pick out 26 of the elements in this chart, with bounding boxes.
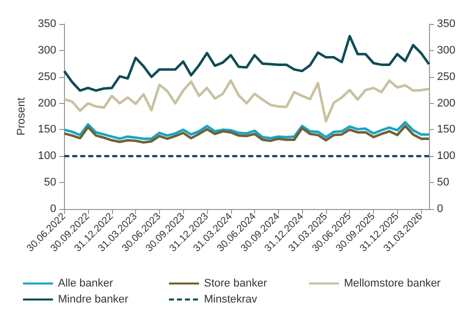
line-series <box>63 121 430 140</box>
y2-tick-label: 0 <box>437 203 444 215</box>
y2-tick-label: 150 <box>437 124 456 136</box>
legend-label: Mindre banker <box>58 294 129 306</box>
y2-tick-label: 200 <box>437 97 456 110</box>
legend-label: Store banker <box>204 278 268 290</box>
y-tick-label: 150 <box>38 124 56 136</box>
y-tick-label: 200 <box>38 97 56 110</box>
legend-label: Mellomstore banker <box>344 278 441 290</box>
line-series <box>63 124 430 144</box>
line-series <box>63 34 430 92</box>
y2-tick-label: 250 <box>437 70 456 83</box>
line-series <box>63 79 430 123</box>
legend-label: Alle banker <box>58 278 114 290</box>
legend-label: Minstekrav <box>204 294 258 306</box>
y2-tick-label: 350 <box>437 18 456 30</box>
y-tick-label: 250 <box>38 70 56 83</box>
y2-tick-label: 100 <box>437 150 456 162</box>
y2-tick-label: 50 <box>437 176 450 189</box>
y-tick-label: 350 <box>38 18 56 30</box>
y-tick-label: 100 <box>38 150 56 162</box>
y-tick-label: 50 <box>44 176 56 189</box>
y2-tick-label: 300 <box>437 44 456 56</box>
y-tick-label: 300 <box>38 44 56 56</box>
y-tick-label: 0 <box>50 203 56 215</box>
y-axis-title: Prosent <box>16 98 28 136</box>
